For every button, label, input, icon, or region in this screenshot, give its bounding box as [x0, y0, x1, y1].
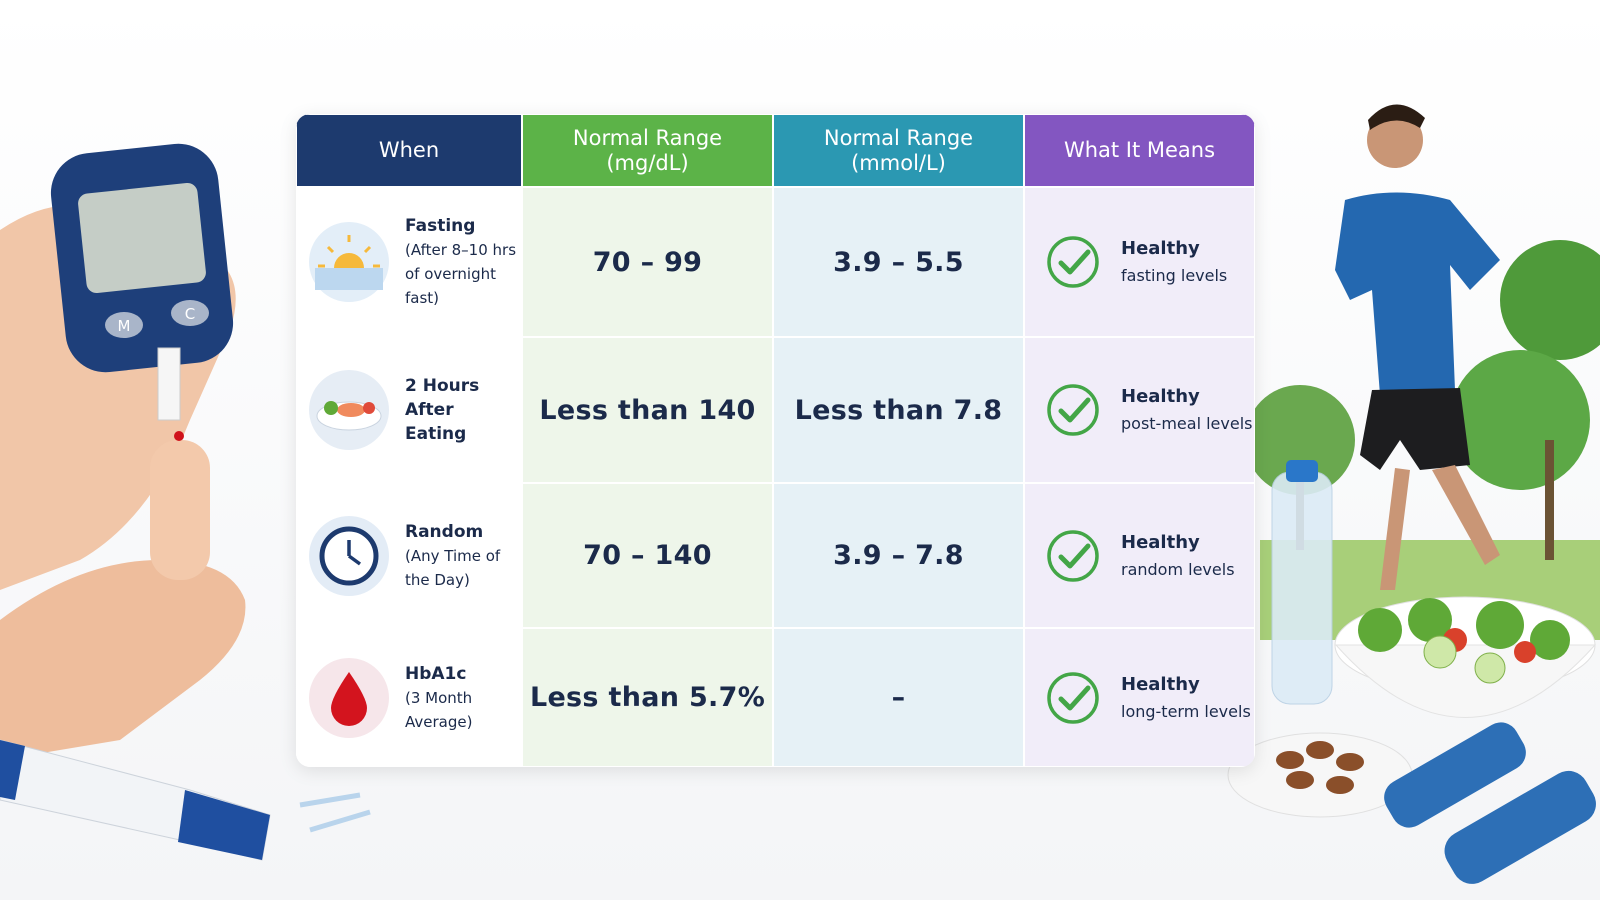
mgdl-cell: 70 – 99	[522, 187, 773, 337]
when-detail: (Any Time of the Day)	[405, 546, 501, 589]
meaning-detail: long-term levels	[1121, 701, 1251, 721]
meaning-text: Healthy fasting levels	[1121, 235, 1227, 289]
meaning-detail: post-meal levels	[1121, 414, 1253, 433]
check-icon	[1047, 236, 1099, 288]
header-text: When	[378, 138, 440, 162]
when-cell: 2 Hours After Eating	[296, 337, 522, 483]
check-icon	[1047, 671, 1099, 724]
when-detail: (After 8–10 hrs of overnight fast)	[405, 241, 517, 307]
header-cell: Normal Range (mmol/L)	[773, 114, 1024, 187]
header-text: (mg/dL)	[606, 150, 689, 175]
when-text: Fasting (After 8–10 hrs of overnight fast…	[405, 214, 517, 310]
meaning-title: Healthy	[1121, 238, 1200, 259]
glucose-table: When Normal Range (mg/dL) Normal Range (mmol…	[296, 114, 1255, 767]
when-cell: Random (Any Time of the Day)	[296, 483, 522, 628]
mmol-value: –	[891, 682, 906, 713]
meaning-text: Healthy post-meal levels	[1121, 383, 1252, 437]
meaning-title: Healthy	[1121, 531, 1200, 553]
header-cell: What It Means	[1024, 114, 1255, 187]
meaning-detail: random levels	[1121, 559, 1235, 579]
meaning-detail: fasting levels	[1121, 266, 1228, 285]
when-title: HbA1c	[405, 663, 467, 684]
check-icon	[1047, 529, 1099, 582]
meaning-title: Healthy	[1121, 386, 1200, 407]
glucometer-scene: M C	[0, 143, 371, 861]
header-cell: Normal Range (mg/dL)	[522, 114, 773, 187]
header-cell: When	[296, 114, 522, 187]
when-text: Random (Any Time of the Day)	[405, 520, 517, 592]
meaning-text: Healthy long-term levels	[1121, 671, 1251, 725]
meaning-cell: Healthy random levels	[1024, 483, 1255, 628]
meaning-cell: Healthy fasting levels	[1024, 187, 1255, 337]
when-cell: HbA1c (3 Month Average)	[296, 628, 522, 767]
when-title: Random	[405, 521, 484, 542]
meter-button: M	[118, 317, 131, 335]
when-detail: (3 Month Average)	[405, 688, 473, 731]
row-icon	[309, 370, 389, 450]
when-title: 2 Hours After Eating	[405, 376, 480, 444]
mmol-value: Less than 7.8	[794, 394, 1003, 426]
mgdl-cell: 70 – 140	[522, 483, 773, 628]
mgdl-value: 70 – 99	[592, 246, 703, 278]
mmol-value: 3.9 – 7.8	[833, 540, 964, 571]
header-text: What It Means	[1063, 138, 1216, 162]
meter-button: C	[185, 305, 195, 323]
mmol-value: 3.9 – 5.5	[833, 246, 964, 278]
row-icon	[309, 515, 389, 596]
when-title: Fasting	[405, 216, 476, 236]
header-text: Normal Range	[572, 125, 723, 150]
mgdl-cell: Less than 140	[522, 337, 773, 483]
when-cell: Fasting (After 8–10 hrs of overnight fast…	[296, 187, 522, 337]
mgdl-value: 70 – 140	[583, 540, 712, 571]
when-text: 2 Hours After Eating	[405, 374, 517, 446]
mmol-cell: 3.9 – 7.8	[773, 483, 1024, 628]
row-icon	[309, 222, 389, 302]
mgdl-value: Less than 5.7%	[529, 682, 766, 713]
when-text: HbA1c (3 Month Average)	[405, 662, 517, 734]
mmol-cell: –	[773, 628, 1024, 767]
mgdl-cell: Less than 5.7%	[522, 628, 773, 767]
mgdl-value: Less than 140	[539, 394, 756, 426]
mmol-cell: 3.9 – 5.5	[773, 187, 1024, 337]
meaning-text: Healthy random levels	[1121, 529, 1235, 583]
check-icon	[1047, 384, 1099, 436]
header-text: (mmol/L)	[851, 150, 946, 175]
mmol-cell: Less than 7.8	[773, 337, 1024, 483]
header-text: Normal Range	[823, 125, 974, 150]
lifestyle-scene	[1227, 104, 1600, 884]
meaning-cell: Healthy long-term levels	[1024, 628, 1255, 767]
meaning-cell: Healthy post-meal levels	[1024, 337, 1255, 483]
row-icon	[309, 657, 389, 738]
meaning-title: Healthy	[1121, 673, 1200, 695]
